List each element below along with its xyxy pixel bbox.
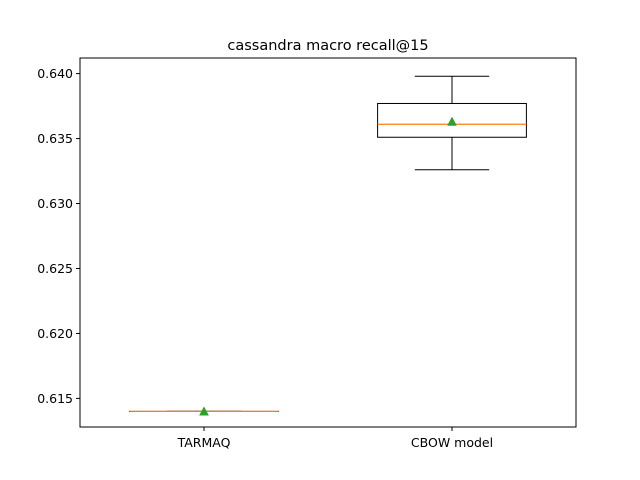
- y-tick-label: 0.635: [37, 131, 73, 146]
- x-tick-label: TARMAQ: [177, 435, 231, 450]
- y-tick-label: 0.620: [37, 326, 73, 341]
- mean-marker: [199, 406, 209, 416]
- y-tick-label: 0.625: [37, 261, 73, 276]
- axes-frame: [79, 57, 577, 428]
- y-tick-label: 0.640: [37, 66, 73, 81]
- mean-marker: [447, 116, 457, 126]
- plot-area: 0.615 0.620 0.625 0.630 0.635 0.640 TARMAQ CBOW…: [37, 66, 527, 450]
- y-tick-label: 0.630: [37, 196, 73, 211]
- chart-title: cassandra macro recall@15: [227, 38, 428, 54]
- box: [377, 102, 527, 138]
- x-tick-label: CBOW model: [411, 435, 493, 450]
- y-tick-label: 0.615: [37, 391, 73, 406]
